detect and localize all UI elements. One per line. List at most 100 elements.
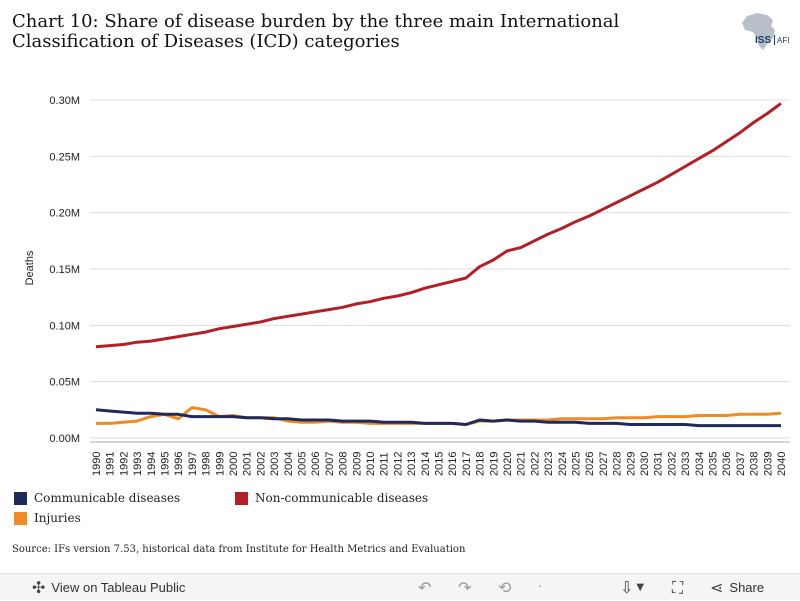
chart-legend: Communicable diseases Non-communicable d…	[14, 491, 574, 535]
share-icon: ⋖	[710, 578, 724, 597]
x-tick-label: 2007	[324, 452, 336, 476]
redo-button[interactable]: ↷	[458, 574, 471, 601]
x-tick-label: 2012	[392, 452, 404, 476]
x-tick-label: 2035	[708, 452, 720, 476]
x-tick-label: 2037	[735, 452, 747, 476]
legend-item-non-communicable[interactable]: Non-communicable diseases	[235, 491, 428, 505]
x-tick-label: 2001	[242, 452, 254, 476]
legend-item-communicable[interactable]: Communicable diseases	[14, 491, 180, 505]
gridlines	[90, 99, 790, 439]
x-tick-label: 2019	[488, 452, 500, 476]
chart-title: Chart 10: Share of disease burden by the…	[12, 11, 620, 52]
legend-swatch-communicable	[14, 491, 27, 505]
legend-label-communicable: Communicable diseases	[34, 491, 181, 505]
x-tick-label: 1995	[160, 452, 172, 476]
y-tick-label: 0.30M	[49, 95, 80, 107]
x-tick-label: 2011	[379, 452, 391, 476]
x-tick-label: 2032	[666, 452, 678, 476]
y-tick-label: 0.05M	[49, 377, 80, 389]
series-lines	[95, 102, 782, 428]
x-tick-label: 2030	[639, 452, 651, 476]
x-tick-label: 2040	[776, 452, 788, 476]
share-button[interactable]: ⋖ Share	[710, 574, 764, 601]
series-line-communicable-diseases[interactable]	[95, 408, 781, 428]
iss-africa-logo: ISS AFI	[733, 10, 791, 54]
download-icon: ⇩	[620, 578, 634, 597]
x-tick-label: 2022	[529, 452, 541, 476]
x-tick-label: 2003	[269, 452, 281, 476]
y-tick-label: 0.00M	[49, 433, 80, 445]
x-tick-label: 2006	[310, 452, 322, 476]
y-axis-label: Deaths	[24, 250, 36, 285]
y-axis-ticks: 0.00M 0.05M 0.10M 0.15M 0.20M 0.25M 0.30M	[49, 95, 80, 445]
revert-button[interactable]: ⟲	[498, 574, 511, 601]
x-tick-label: 1992	[118, 452, 130, 476]
x-tick-label: 2013	[406, 452, 418, 476]
x-tick-label: 2026	[584, 452, 596, 476]
x-tick-label: 2036	[721, 452, 733, 476]
x-tick-label: 2031	[653, 452, 665, 476]
x-tick-label: 2023	[543, 452, 555, 476]
series-line-non-communicable-diseases[interactable]	[95, 102, 782, 349]
fullscreen-button[interactable]: ⛶	[672, 574, 683, 601]
africa-map-icon	[742, 13, 775, 50]
y-tick-label: 0.15M	[49, 264, 80, 276]
share-label: Share	[729, 580, 765, 595]
x-tick-label: 1990	[91, 452, 103, 476]
x-tick-label: 2008	[338, 452, 350, 476]
x-axis-ticks: 1990 1991 1992 1993 1994 1995 1996 1997 1998 1999…	[91, 452, 788, 476]
x-tick-label: 1997	[187, 452, 199, 476]
svg-text:ISS: ISS	[755, 35, 771, 46]
x-tick-label: 2014	[420, 452, 432, 476]
legend-item-injuries[interactable]: Injuries	[14, 511, 81, 525]
legend-swatch-injuries	[14, 511, 27, 525]
x-tick-label: 2025	[571, 452, 583, 476]
x-tick-label: 2028	[612, 452, 624, 476]
x-tick-label: 2033	[680, 452, 692, 476]
x-tick-label: 2029	[625, 452, 637, 476]
x-tick-label: 2002	[255, 452, 267, 476]
x-tick-label: 2016	[447, 452, 459, 476]
x-tick-label: 1998	[201, 452, 213, 476]
undo-button[interactable]: ↶	[418, 574, 431, 601]
x-tick-label: 2000	[228, 452, 240, 476]
x-tick-label: 2005	[297, 452, 309, 476]
view-on-tableau-label: View on Tableau Public	[51, 580, 186, 595]
x-tick-label: 2024	[557, 452, 569, 476]
pause-button[interactable]: ·	[538, 574, 542, 601]
legend-label-injuries: Injuries	[34, 511, 81, 525]
undo-icon: ↶	[418, 578, 432, 597]
revert-icon: ⟲	[498, 578, 512, 597]
pause-icon: ·	[538, 580, 543, 595]
x-tick-label: 1993	[132, 452, 144, 476]
download-button[interactable]: ⇩ ▼	[620, 574, 644, 601]
fullscreen-icon: ⛶	[672, 577, 684, 597]
redo-icon: ↷	[458, 578, 472, 597]
x-tick-label: 2010	[365, 452, 377, 476]
chevron-down-icon: ▼	[636, 582, 645, 593]
tableau-logo-icon: ✣	[32, 578, 46, 597]
x-tick-label: 1999	[214, 452, 226, 476]
x-tick-label: 2020	[502, 452, 514, 476]
source-note: Source: IFs version 7.53, historical dat…	[12, 544, 466, 555]
x-tick-label: 2021	[516, 452, 528, 476]
y-tick-label: 0.25M	[49, 151, 80, 163]
x-tick-label: 1996	[173, 452, 185, 476]
line-chart: 0.00M 0.05M 0.10M 0.15M 0.20M 0.25M 0.30M 1990…	[24, 95, 790, 476]
x-tick-label: 1991	[105, 452, 117, 476]
x-tick-label: 2034	[694, 452, 706, 476]
x-tick-label: 2009	[351, 452, 363, 476]
view-on-tableau-button[interactable]: ✣ View on Tableau Public	[32, 574, 185, 601]
x-tick-label: 2038	[749, 452, 761, 476]
y-tick-label: 0.20M	[49, 208, 80, 220]
svg-text:AFI: AFI	[777, 36, 789, 45]
x-tick-label: 2018	[475, 452, 487, 476]
y-tick-label: 0.10M	[49, 320, 80, 332]
x-tick-label: 2027	[598, 452, 610, 476]
x-tick-label: 2015	[434, 452, 446, 476]
tableau-toolbar: ✣ View on Tableau Public ↶ ↷ ⟲ · ⇩ ▼ ⛶ ⋖…	[0, 573, 800, 600]
x-tick-label: 1994	[146, 452, 158, 476]
x-tick-label: 2039	[762, 452, 774, 476]
x-tick-label: 2004	[283, 452, 295, 476]
legend-label-non-communicable: Non-communicable diseases	[255, 491, 429, 505]
